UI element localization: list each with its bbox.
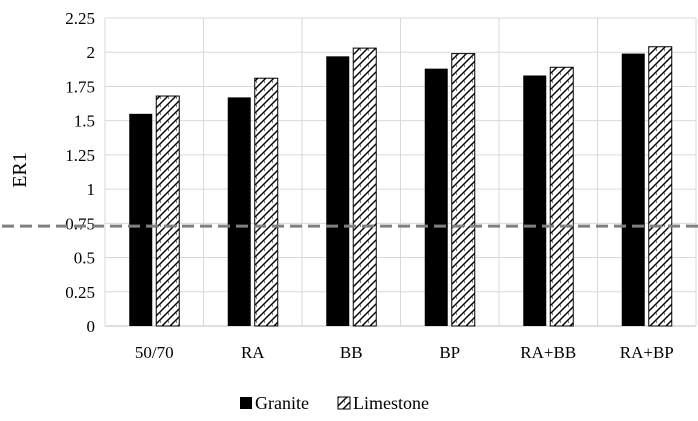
y-tick-label: 1.25 [65, 146, 95, 165]
legend-swatch-limestone [337, 396, 351, 410]
legend: Granite Limestone [240, 393, 429, 413]
y-tick-label: 2 [87, 43, 96, 62]
y-tick-labels: 0 0.25 0.5 0.75 1 1.25 1.5 1.75 2 2.25 [65, 9, 95, 336]
x-tick-label: RA [241, 343, 265, 362]
y-tick-label: 0.5 [74, 249, 95, 268]
gridlines [104, 17, 697, 327]
bar-granite-2 [326, 56, 350, 326]
x-tick-label: BP [439, 343, 460, 362]
y-tick-label: 1 [87, 180, 96, 199]
x-tick-label: RA+BB [520, 343, 576, 362]
y-tick-label: 1.5 [74, 112, 95, 131]
legend-label-limestone: Limestone [353, 393, 429, 413]
x-tick-label: BB [340, 343, 363, 362]
bar-granite-1 [227, 97, 251, 326]
legend-swatch-granite [240, 397, 252, 409]
bar-granite-0 [129, 113, 153, 326]
x-tick-label: RA+BP [620, 343, 674, 362]
y-tick-label: 2.25 [65, 9, 95, 28]
bar-limestone-1 [254, 77, 279, 327]
bar-limestone-4 [549, 66, 574, 327]
bar-granite-5 [621, 53, 645, 326]
bar-limestone-3 [451, 53, 476, 327]
x-tick-label: 50/70 [135, 343, 174, 362]
bar-granite-3 [424, 68, 448, 326]
bar-limestone-5 [648, 46, 673, 327]
y-axis-title: ER1 [9, 152, 31, 188]
y-tick-label: 0 [87, 317, 96, 336]
y-tick-label: 0.75 [65, 214, 95, 233]
bars [129, 46, 673, 327]
legend-label-granite: Granite [255, 393, 309, 413]
bar-granite-4 [523, 75, 547, 326]
y-tick-label: 1.75 [65, 77, 95, 96]
bar-limestone-0 [155, 95, 180, 327]
bar-limestone-2 [352, 47, 377, 327]
y-tick-label: 0.25 [65, 283, 95, 302]
x-tick-labels: 50/70 RA BB BP RA+BB RA+BP [135, 343, 674, 362]
